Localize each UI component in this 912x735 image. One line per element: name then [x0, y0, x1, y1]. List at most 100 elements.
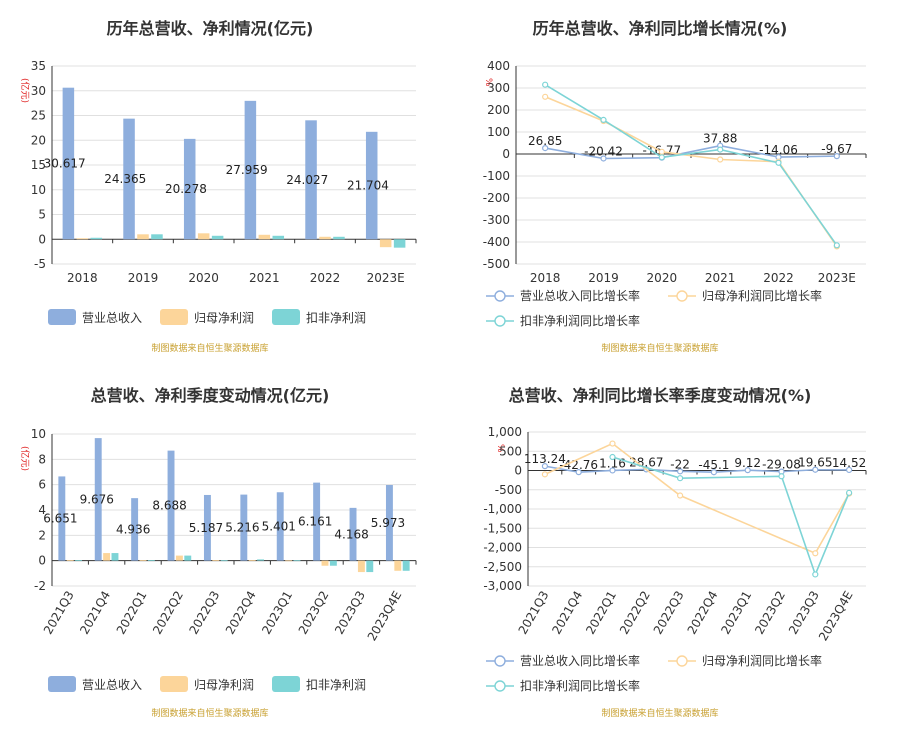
- y-tick-label: -300: [483, 213, 510, 227]
- bar-revenue: [58, 476, 66, 561]
- legend-label: 营业总收入: [82, 311, 142, 325]
- bar-deducted-profit: [293, 560, 301, 562]
- chart-title: 总营收、净利同比增长率季度变动情况(%): [509, 386, 812, 405]
- bar-deducted-profit: [272, 235, 285, 240]
- bar-deducted-profit: [366, 560, 374, 573]
- x-tick-label: 2022Q2: [617, 589, 653, 637]
- data-label: 6.161: [298, 515, 332, 529]
- legend-swatch: [48, 676, 76, 692]
- bar-deducted-profit: [111, 553, 119, 561]
- y-tick-label: 400: [487, 59, 510, 73]
- chart-annual-growth: 历年总营收、净利同比增长情况(%)% -500 -400 -300 -200 -100 0 1…: [483, 19, 867, 354]
- y-tick-label: -400: [483, 235, 510, 249]
- data-label: -22: [670, 457, 690, 471]
- data-label: -14.06: [759, 143, 798, 157]
- bar-revenue: [94, 438, 102, 561]
- x-tick-label: 2021Q4: [549, 589, 585, 637]
- y-tick-label: 6: [38, 478, 46, 492]
- data-label: 5.187: [189, 521, 223, 535]
- data-label: -20.42: [584, 144, 623, 158]
- series-point-0: [676, 468, 684, 475]
- x-tick-label: 2021: [249, 271, 280, 285]
- x-tick-label: 2023E: [367, 271, 405, 285]
- legend-marker: [676, 290, 688, 302]
- series-point-2: [609, 453, 616, 461]
- series-point-0: [600, 155, 607, 162]
- data-label: -42.76: [559, 458, 598, 472]
- series-point-1: [676, 492, 684, 499]
- series-line-1: [544, 96, 838, 247]
- y-unit-label: (亿元): [19, 446, 31, 471]
- x-tick-label: 2022Q4: [685, 589, 721, 637]
- series-point-0: [744, 467, 751, 474]
- bar-deducted-profit: [402, 560, 410, 571]
- x-tick-label: 2018: [67, 271, 98, 285]
- y-tick-label: 5: [38, 208, 46, 222]
- y-tick-label: 4: [38, 503, 46, 517]
- y-tick-label: 1,000: [488, 425, 522, 439]
- data-label: 24.365: [104, 172, 146, 186]
- series-point-2: [717, 146, 724, 153]
- legend-swatch: [160, 676, 188, 692]
- x-tick-label: 2022Q4: [223, 589, 259, 637]
- chart-title: 历年总营收、净利情况(亿元): [107, 19, 314, 38]
- y-unit-label: %: [483, 78, 493, 87]
- bar-net-profit: [321, 560, 329, 566]
- y-tick-label: 0: [38, 232, 46, 246]
- series-point-1: [658, 148, 665, 155]
- series-point-0: [575, 469, 582, 476]
- chart-annual-bar: 历年总营收、净利情况(亿元) (亿元) -5 0 5 10 15 20 25 30 35 2018 20…: [19, 19, 417, 354]
- bar-deducted-profit: [75, 560, 83, 561]
- bar-revenue: [62, 87, 75, 240]
- y-tick-label: 10: [31, 427, 46, 441]
- bar-revenue: [240, 494, 248, 561]
- data-label: 9.676: [80, 492, 114, 506]
- bar-revenue: [244, 100, 257, 240]
- series-point-0: [710, 469, 718, 476]
- y-tick-label: 100: [487, 125, 510, 139]
- x-tick-label: 2023Q1: [718, 589, 754, 637]
- series-point-2: [676, 475, 684, 482]
- y-unit-label: (亿元): [19, 78, 31, 103]
- data-label: 113.24: [524, 452, 566, 466]
- legend-label: 扣非净利润同比增长率: [520, 678, 640, 693]
- bar-net-profit: [197, 233, 210, 240]
- y-tick-label: -1,000: [483, 502, 522, 516]
- y-tick-label: -3,000: [483, 579, 522, 593]
- series-point-0: [833, 153, 840, 160]
- bar-net-profit: [175, 555, 183, 561]
- y-tick-label: 30: [31, 84, 46, 98]
- series-point-2: [833, 242, 840, 249]
- data-label: -29.08: [762, 458, 801, 472]
- series-point-0: [812, 466, 819, 473]
- y-tick-label: -5: [34, 257, 46, 271]
- bar-net-profit: [394, 560, 402, 571]
- legend-label: 营业总收入同比增长率: [520, 288, 640, 303]
- series-point-0: [845, 466, 853, 474]
- data-label: 19.65: [798, 456, 832, 470]
- legend-label: 归母净利润同比增长率: [702, 288, 822, 303]
- y-tick-label: 20: [31, 133, 46, 147]
- bar-revenue: [313, 482, 321, 561]
- x-tick-label: 2021: [705, 271, 736, 285]
- bar-net-profit: [285, 560, 293, 562]
- x-tick-label: 2022Q3: [186, 589, 222, 637]
- series-line-0: [544, 465, 850, 474]
- series-point-1: [812, 550, 819, 557]
- series-line-2: [612, 456, 850, 577]
- x-tick-label: 2021Q4: [77, 589, 113, 637]
- bar-net-profit: [357, 560, 365, 573]
- series-line-0: [545, 144, 837, 160]
- legend-label: 扣非净利润同比增长率: [520, 313, 640, 328]
- legend-label: 归母净利润: [194, 311, 254, 325]
- source-note: 制图数据来自恒生聚源数据库: [151, 707, 268, 719]
- data-label: 6.651: [43, 512, 77, 526]
- series-point-0: [609, 467, 616, 474]
- legend-label: 营业总收入同比增长率: [520, 653, 640, 668]
- data-label: 28.67: [629, 455, 663, 469]
- series-point-1: [542, 93, 549, 100]
- legend-swatch: [272, 676, 300, 692]
- legend-marker: [494, 290, 506, 302]
- legend-marker: [494, 655, 506, 667]
